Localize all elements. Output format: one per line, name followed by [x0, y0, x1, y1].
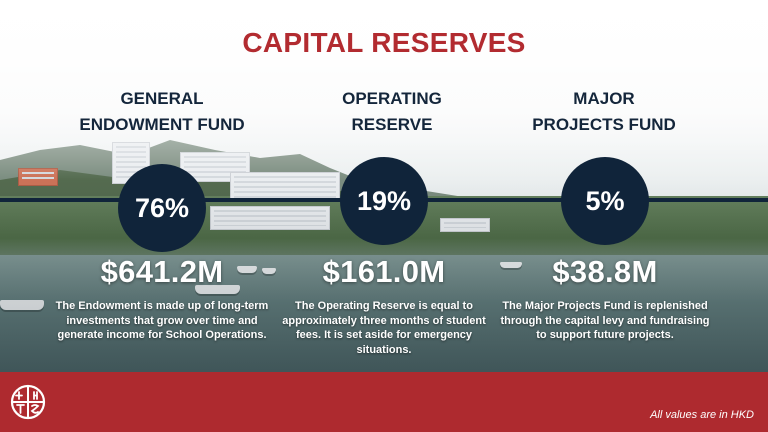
amount-general-endowment: $641.2M — [100, 254, 224, 289]
description-operating-reserve: The Operating Reserve is equal to approx… — [282, 300, 486, 356]
percent-badge-general-endowment: 76% — [118, 164, 206, 252]
percent-badge-major-projects: 5% — [561, 157, 649, 245]
description-general-endowment: The Endowment is made up of long-term in… — [55, 300, 269, 341]
fund-heading-line: RESERVE — [351, 115, 433, 134]
description-major-projects: The Major Projects Fund is replenished t… — [500, 300, 710, 341]
fund-heading-line: PROJECTS FUND — [532, 115, 676, 134]
fund-heading-line: GENERAL — [120, 89, 204, 108]
footer-bar — [0, 372, 768, 432]
fund-heading-line: ENDOWMENT FUND — [79, 115, 245, 134]
fund-heading-general-endowment: GENERAL ENDOWMENT FUND — [42, 86, 282, 138]
amount-operating-reserve: $161.0M — [322, 254, 446, 289]
amount-major-projects: $38.8M — [552, 254, 658, 289]
school-crest-logo-icon — [10, 384, 46, 420]
fund-heading-operating-reserve: OPERATING RESERVE — [272, 86, 512, 138]
fund-heading-line: OPERATING — [342, 89, 442, 108]
fund-heading-line: MAJOR — [573, 89, 635, 108]
fund-heading-major-projects: MAJOR PROJECTS FUND — [484, 86, 724, 138]
percent-badge-operating-reserve: 19% — [340, 157, 428, 245]
page-title: CAPITAL RESERVES — [242, 27, 526, 58]
currency-footnote: All values are in HKD — [650, 409, 754, 421]
